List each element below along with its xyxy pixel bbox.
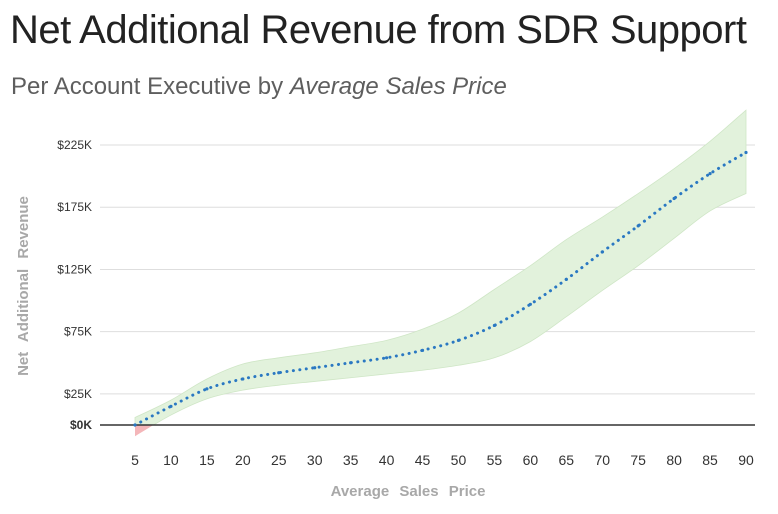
x-tick-label: 15 [199,452,215,468]
x-tick-label: 65 [559,452,575,468]
data-point [205,387,209,391]
x-tick-label: 60 [523,452,539,468]
data-point [169,404,173,408]
data-point [384,356,389,360]
data-point [456,338,461,342]
x-axis-ticks: 5 10 15 20 25 30 35 40 45 50 55 60 65 70 75 80 85 90 [131,452,754,468]
data-point [564,277,568,281]
x-tick-label: 90 [738,452,754,468]
data-point [277,371,281,375]
subtitle-emphasis: Average Sales Price [289,73,507,100]
data-point [672,196,676,201]
y-axis-label: Net Additional Revenue [15,196,32,376]
x-tick-label: 40 [379,452,395,468]
subtitle-prefix: Per Account Executive by [11,73,290,100]
x-tick-label: 85 [702,452,718,468]
series-line [133,150,748,427]
y-axis-ticks: $0K $25K $75K $125K $175K $225K [57,138,92,432]
band-negative [135,425,154,437]
x-tick-label: 25 [271,452,287,468]
data-point [600,250,604,254]
x-tick-label: 45 [415,452,431,468]
data-point [528,302,532,306]
y-tick-label: $175K [57,200,92,214]
revenue-series [133,150,748,427]
chart-title: Net Additional Revenue from SDR Support [10,8,747,52]
x-tick-label: 10 [163,452,179,468]
band-positive [134,109,747,425]
x-axis-label: Average Sales Price [331,483,486,500]
x-tick-label: 50 [451,452,467,468]
x-tick-label: 75 [630,452,646,468]
x-tick-label: 20 [235,452,251,468]
data-point [636,224,640,228]
x-tick-label: 80 [666,452,682,468]
x-tick-label: 55 [487,452,503,468]
data-point [349,361,353,365]
y-tick-label: $25K [64,387,92,401]
data-point [241,377,245,381]
x-tick-label: 30 [307,452,323,468]
data-point [492,323,497,328]
y-tick-label: $225K [57,138,92,152]
data-point [133,423,137,427]
x-tick-label: 70 [594,452,610,468]
data-point [744,150,748,155]
y-tick-label: $125K [57,262,92,276]
data-point [313,366,317,370]
data-point [420,348,425,352]
y-tick-label: $75K [64,325,92,339]
y-tick-label: $0K [70,418,92,432]
x-tick-label: 5 [131,452,139,468]
data-point [708,172,712,176]
x-tick-label: 35 [343,452,359,468]
chart-subtitle: Per Account Executive by Average Sales P… [11,73,507,101]
confidence-band [134,109,747,437]
